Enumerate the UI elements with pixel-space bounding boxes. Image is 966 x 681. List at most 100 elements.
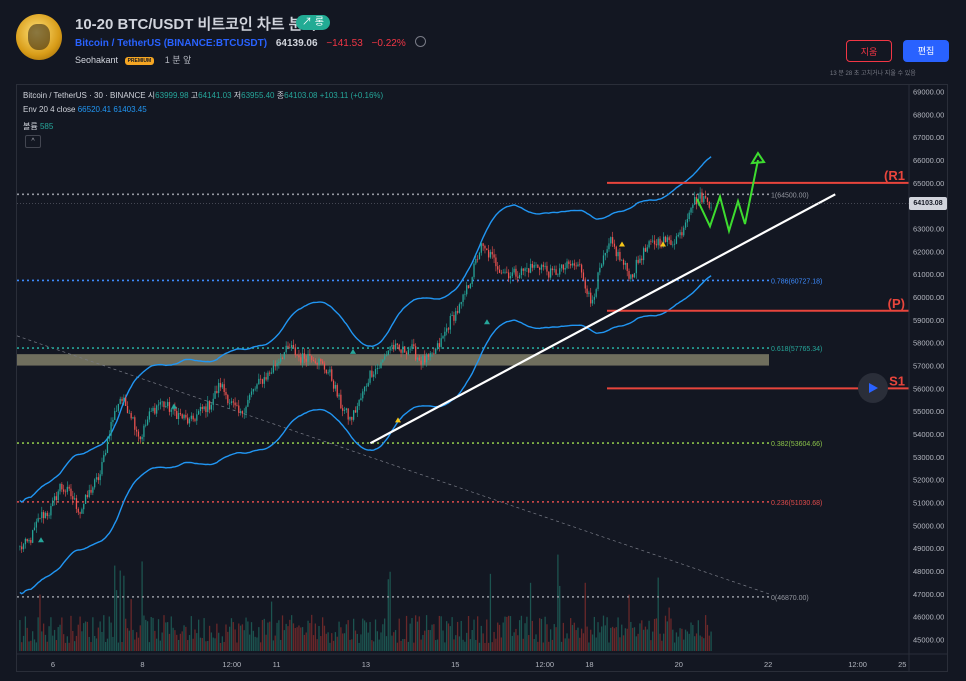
volume-bar: [126, 628, 129, 651]
candle-body: [249, 394, 251, 400]
volume-bar: [429, 630, 431, 651]
candle-body: [520, 268, 523, 276]
candle-body: [422, 355, 424, 365]
volume-bar: [32, 631, 34, 651]
volume-bar: [159, 640, 161, 651]
candle-body: [480, 243, 482, 253]
candle-body: [407, 349, 409, 355]
legend-symbol[interactable]: Bitcoin / TetherUS · 30 · BINANCE: [23, 91, 146, 100]
candle-body: [342, 408, 344, 411]
time-tick-label: 13: [362, 660, 370, 669]
candle-body: [187, 417, 189, 424]
candle-body: [239, 411, 242, 413]
low-label: 저: [233, 91, 242, 100]
price-tick-label: 55000.00: [913, 407, 944, 416]
volume-bar: [449, 626, 451, 651]
volume-bar: [376, 631, 378, 651]
volume-bar: [577, 627, 579, 651]
candle-body: [690, 208, 692, 213]
volume-bar: [125, 618, 127, 651]
candle-body: [460, 301, 462, 305]
volume-legend[interactable]: 볼륨 585: [23, 121, 53, 132]
volume-bar: [28, 641, 30, 651]
author-avatar[interactable]: [16, 14, 62, 60]
symbol-exchange-link[interactable]: (BINANCE:BTCUSDT): [163, 38, 268, 49]
candle-body: [238, 405, 240, 413]
symbol-name-link[interactable]: Bitcoin / TetherUS: [75, 38, 161, 49]
candle-body: [566, 261, 568, 268]
volume-bar: [247, 621, 249, 651]
volume-bar: [227, 631, 229, 651]
volume-bar: [666, 621, 668, 651]
candle-body: [622, 259, 625, 265]
replay-play-button[interactable]: [858, 373, 888, 404]
candle-body: [42, 512, 45, 519]
volume-bar: [497, 622, 499, 651]
candle-body: [531, 263, 534, 268]
candle-body: [50, 506, 52, 516]
volume-bar: [464, 641, 466, 651]
volume-bar: [219, 642, 222, 651]
volume-bar: [354, 630, 357, 651]
candle-body: [431, 353, 433, 354]
volume-bar: [673, 642, 676, 651]
volume-bar: [347, 620, 349, 651]
candle-body: [402, 346, 404, 353]
price-change-pct: −0.22%: [371, 38, 406, 49]
volume-bar: [134, 639, 136, 651]
chart-pane[interactable]: 1(64500.00) 0.786(60727.18) 0.618(57765.34…: [16, 84, 948, 672]
alarm-clock-icon[interactable]: [414, 36, 426, 47]
volume-bar: [471, 629, 473, 651]
fib-level-label: 0.618(57765.34): [771, 346, 822, 353]
legend-collapse-button[interactable]: ^: [25, 135, 41, 148]
volume-bar: [316, 639, 318, 651]
candle-body: [327, 372, 329, 374]
key-level-label: (P): [888, 296, 905, 311]
candle-body: [152, 407, 154, 411]
volume-bar: [539, 618, 541, 651]
volume-bar: [469, 639, 472, 651]
price-tick-label: 45000.00: [913, 636, 944, 645]
volume-bar: [360, 634, 362, 651]
edit-button[interactable]: 편집: [903, 40, 949, 62]
candle-body: [456, 311, 459, 313]
volume-bar: [121, 642, 123, 651]
signal-marker-icon: [395, 417, 401, 423]
volume-bar: [245, 617, 247, 651]
candle-body: [708, 201, 710, 208]
candle-body: [48, 515, 50, 517]
price-tick-label: 46000.00: [913, 613, 944, 622]
volume-bar: [42, 623, 45, 651]
volume-bar: [601, 626, 603, 651]
delete-button[interactable]: 지움: [846, 40, 892, 62]
volume-bar: [422, 634, 424, 651]
volume-bar: [99, 621, 101, 651]
volume-bar: [504, 616, 506, 651]
candle-body: [580, 264, 583, 273]
candle-body: [314, 361, 316, 363]
envelope-legend[interactable]: Env 20 4 close 66520.41 61403.45: [23, 105, 147, 114]
author-name[interactable]: Seohakant: [75, 55, 119, 65]
price-projection-path: [696, 159, 759, 235]
candle-body: [477, 258, 479, 260]
volume-bar: [281, 615, 284, 651]
volume-bar: [582, 633, 585, 651]
volume-bar: [477, 616, 479, 651]
volume-bar: [73, 641, 76, 651]
candle-body: [400, 349, 402, 353]
volume-bar: [75, 635, 78, 651]
volume-bar: [197, 619, 200, 651]
candle-body: [473, 263, 475, 278]
volume-bar: [205, 641, 207, 651]
candle-body: [252, 389, 254, 392]
volume-bar: [24, 616, 27, 651]
volume-bar: [562, 622, 565, 651]
volume-bar: [22, 635, 25, 651]
candle-body: [378, 368, 380, 369]
candle-body: [672, 244, 674, 246]
volume-bar: [628, 594, 630, 651]
price-chart[interactable]: 1(64500.00) 0.786(60727.18) 0.618(57765.34…: [17, 85, 947, 671]
volume-bar: [480, 625, 482, 651]
volume-bar: [92, 617, 94, 651]
candle-body: [444, 331, 446, 337]
